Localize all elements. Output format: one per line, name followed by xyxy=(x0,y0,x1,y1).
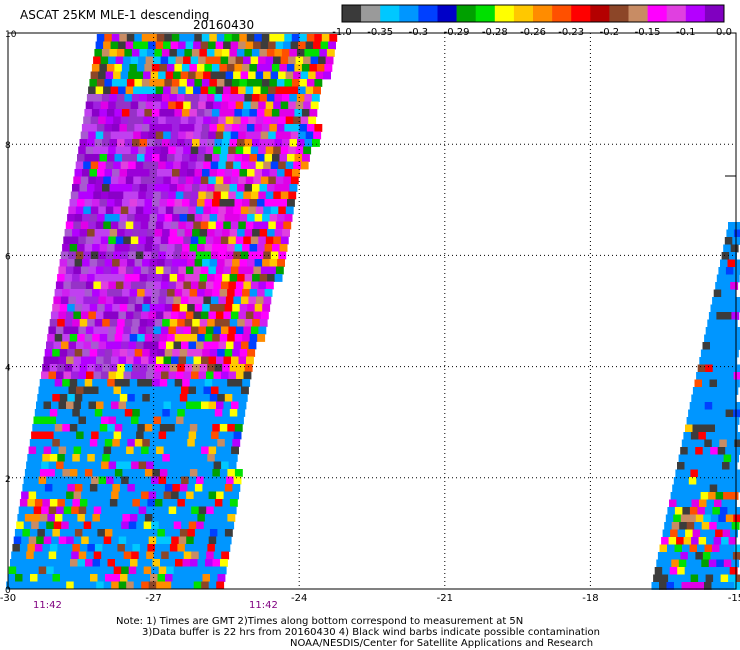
y-tick-label: 10 xyxy=(5,30,17,40)
map-date: 20160430 xyxy=(193,18,255,32)
colorbar-tick-label: -0.15 xyxy=(635,27,661,38)
colorbar-tick-label: -0.26 xyxy=(520,27,546,38)
colorbar-swatch xyxy=(456,5,476,22)
colorbar-swatch xyxy=(361,5,381,22)
colorbar-swatch xyxy=(494,5,515,22)
x-tick-label: -18 xyxy=(582,593,598,604)
colorbar-swatch xyxy=(533,5,553,22)
colorbar-swatch xyxy=(552,5,572,22)
colorbar-swatch xyxy=(666,5,687,22)
colorbar-tick-label: -0.23 xyxy=(558,27,584,38)
colorbar-swatch xyxy=(380,5,400,22)
colorbar-swatch xyxy=(628,5,648,22)
colorbar-swatch xyxy=(342,5,362,22)
colorbar-swatch xyxy=(685,5,706,22)
y-tick-label: 0 xyxy=(5,586,11,596)
colorbar-swatch xyxy=(704,5,725,22)
colorbar-swatch xyxy=(399,5,419,22)
colorbar-tick-label: -0.29 xyxy=(444,27,470,38)
colorbar-swatch xyxy=(590,5,610,22)
note-line-2: 3)Data buffer is 22 hrs from 20160430 4)… xyxy=(142,627,600,638)
colorbar-swatch xyxy=(571,5,591,22)
y-tick-label: 2 xyxy=(5,475,11,485)
time-label-right: 11:42 xyxy=(249,600,278,611)
grid-lines xyxy=(8,33,736,589)
swath-layer xyxy=(6,34,740,590)
time-label-left: 11:42 xyxy=(33,600,62,611)
note-line-1: Note: 1) Times are GMT 2)Times along bot… xyxy=(116,616,524,627)
x-tick-label: -15 xyxy=(728,593,740,604)
colorbar-swatch xyxy=(609,5,629,22)
x-tick-label: -21 xyxy=(437,593,453,604)
colorbar-swatch xyxy=(475,5,496,22)
colorbar-tick-label: -0.28 xyxy=(482,27,508,38)
x-tick-label: -24 xyxy=(291,593,307,604)
colorbar-tick-label: -0.3 xyxy=(409,27,429,38)
colorbar-swatch xyxy=(418,5,438,22)
y-tick-label: 4 xyxy=(5,364,11,374)
y-tick-label: 6 xyxy=(5,252,11,262)
axis-ticks: -30 -27 -24 -21 -18 -15 0 2 4 6 8 10 xyxy=(0,30,740,604)
colorbar-swatch xyxy=(647,5,667,22)
map-title: ASCAT 25KM MLE-1 descending xyxy=(20,8,210,22)
y-tick-label: 8 xyxy=(5,141,11,151)
colorbar-tick-label: -0.2 xyxy=(600,27,620,38)
colorbar-swatch xyxy=(437,5,457,22)
colorbar-legend: -1.0 -0.35 -0.3 -0.29 -0.28 -0.26 -0.23 -0.2 -0.… xyxy=(332,4,732,38)
colorbar-tick-label: -1.0 xyxy=(332,27,352,38)
credit-line: NOAA/NESDIS/Center for Satellite Applica… xyxy=(290,638,594,649)
x-tick-label: -27 xyxy=(145,593,161,604)
colorbar-tick-label: -0.35 xyxy=(367,27,393,38)
x-tick-label: -30 xyxy=(0,593,16,604)
colorbar-tick-label: -0.1 xyxy=(676,27,696,38)
colorbar-tick-label: 0.0 xyxy=(716,27,732,38)
plot-frame xyxy=(7,32,737,590)
colorbar-swatch xyxy=(513,5,534,22)
